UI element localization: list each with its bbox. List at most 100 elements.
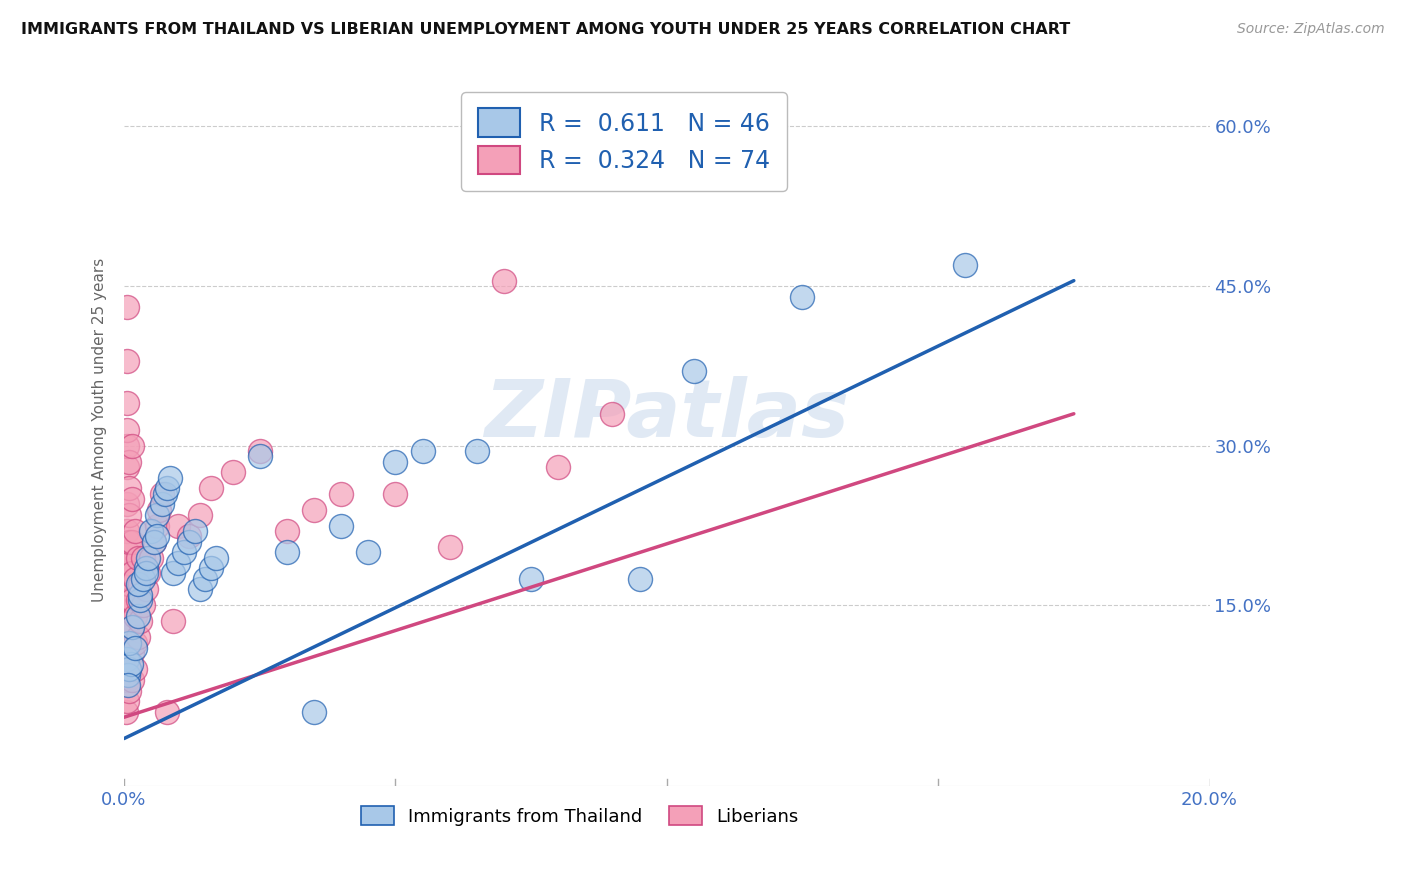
Point [162,615,184,629]
Point [142,534,165,549]
Point [135,561,157,575]
Point [129,588,152,602]
Point [145,529,167,543]
Point [121,593,143,607]
Point [492,274,515,288]
Point [115,460,138,475]
Point [121,620,143,634]
Point [121,620,143,634]
Y-axis label: Unemployment Among Youth under 25 years: Unemployment Among Youth under 25 years [93,258,107,602]
Point [145,518,167,533]
Point [179,529,201,543]
Point [115,497,138,511]
Point [162,566,184,581]
Point [357,545,380,559]
Point [118,683,141,698]
Point [145,508,167,522]
Point [167,518,190,533]
Point [115,545,138,559]
Point [135,582,157,597]
Point [167,556,190,570]
Point [124,636,146,650]
Point [124,662,146,676]
Point [115,651,138,665]
Point [520,572,543,586]
Point [173,545,195,559]
Point [129,615,152,629]
Point [114,705,136,719]
Point [118,577,141,591]
Point [955,258,977,272]
Point [127,593,149,607]
Point [115,651,138,665]
Point [117,667,139,681]
Point [115,353,138,368]
Point [127,609,149,624]
Point [121,673,143,687]
Point [118,636,141,650]
Point [115,556,138,570]
Point [384,455,406,469]
Point [115,631,138,645]
Point [602,407,624,421]
Point [683,364,706,378]
Point [124,524,146,538]
Point [628,572,651,586]
Point [129,593,152,607]
Point [121,491,143,506]
Point [135,566,157,581]
Point [115,524,138,538]
Point [124,572,146,586]
Point [118,593,141,607]
Point [439,540,461,554]
Point [121,646,143,660]
Point [276,524,298,538]
Text: ZIPatlas: ZIPatlas [484,376,849,454]
Point [118,481,141,495]
Point [132,572,155,586]
Point [117,678,139,692]
Point [465,444,488,458]
Point [200,481,222,495]
Point [127,550,149,565]
Point [118,508,141,522]
Point [129,577,152,591]
Point [412,444,434,458]
Point [276,545,298,559]
Point [249,450,271,464]
Point [118,534,141,549]
Point [118,556,141,570]
Point [115,604,138,618]
Point [124,641,146,656]
Point [120,657,142,671]
Point [188,582,211,597]
Text: IMMIGRANTS FROM THAILAND VS LIBERIAN UNEMPLOYMENT AMONG YOUTH UNDER 25 YEARS COR: IMMIGRANTS FROM THAILAND VS LIBERIAN UNE… [21,22,1070,37]
Point [118,615,141,629]
Point [118,662,141,676]
Point [156,481,179,495]
Point [330,486,353,500]
Point [132,550,155,565]
Point [148,502,170,516]
Point [115,439,138,453]
Point [115,577,138,591]
Point [132,599,155,613]
Point [188,508,211,522]
Point [547,460,569,475]
Legend: Immigrants from Thailand, Liberians: Immigrants from Thailand, Liberians [352,797,807,835]
Point [115,566,138,581]
Point [115,620,138,634]
Point [249,444,271,458]
Point [115,694,138,708]
Point [200,561,222,575]
Point [194,572,217,586]
Point [127,577,149,591]
Point [205,550,228,565]
Point [115,593,138,607]
Point [139,550,162,565]
Point [121,534,143,549]
Point [118,662,141,676]
Point [150,497,173,511]
Point [221,466,243,480]
Point [115,300,138,314]
